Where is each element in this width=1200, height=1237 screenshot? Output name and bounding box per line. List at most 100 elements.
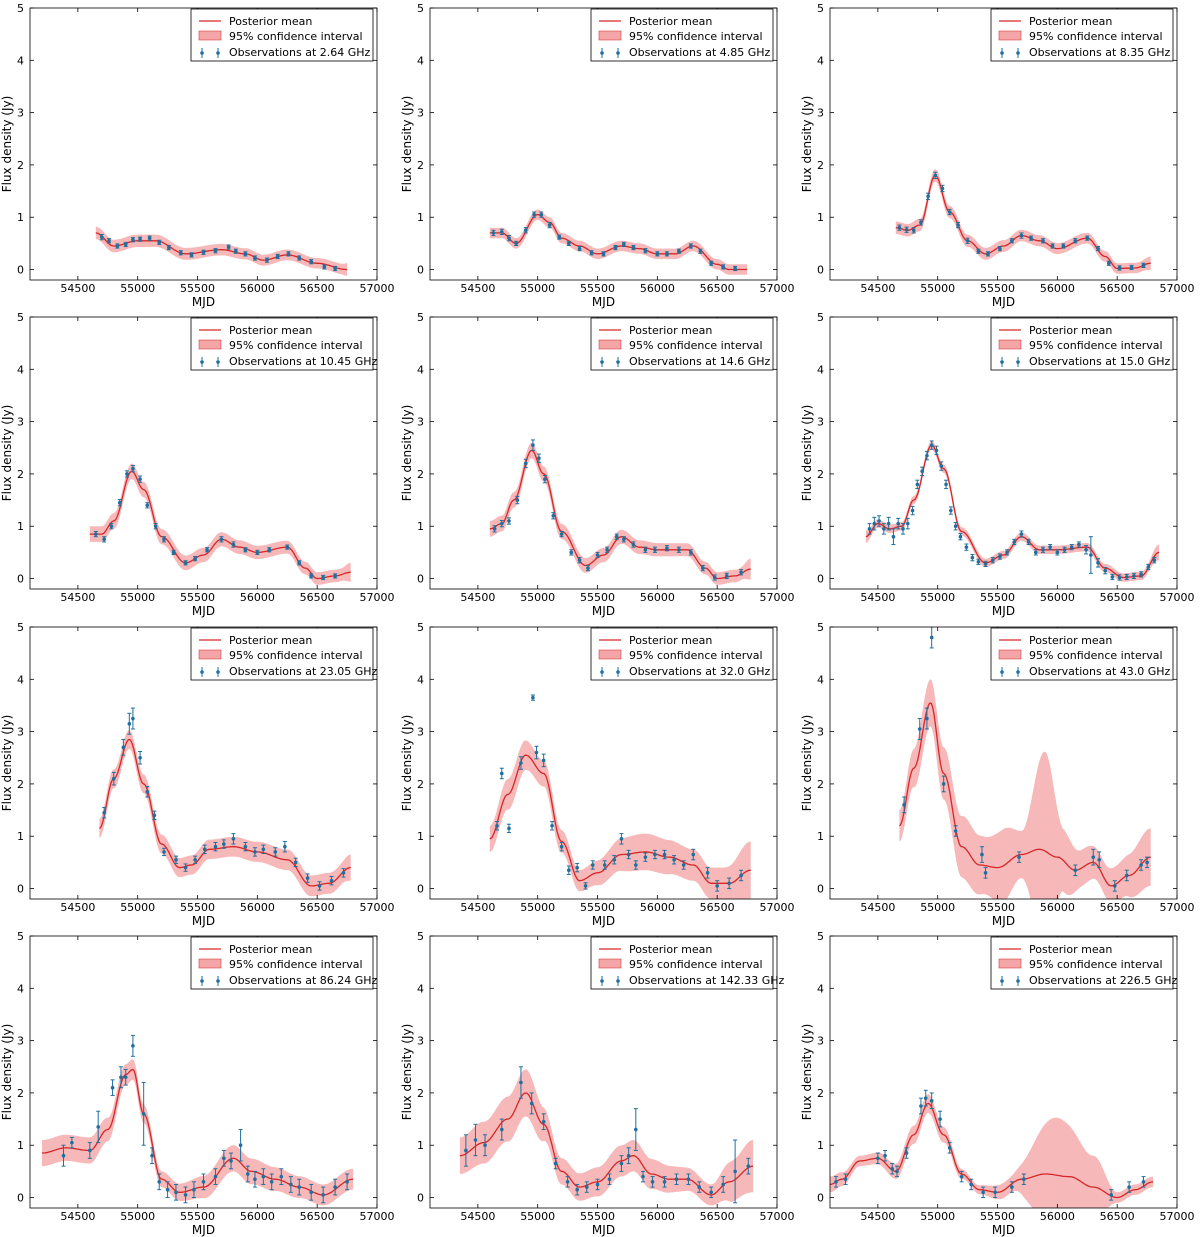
x-tick-label: 54500	[460, 282, 495, 295]
observation-marker	[902, 803, 906, 807]
observation-point	[173, 855, 178, 864]
observation-point	[243, 547, 248, 553]
observation-point	[553, 1157, 558, 1170]
x-tick-label: 56000	[240, 901, 275, 914]
observation-point	[183, 863, 188, 872]
observation-point	[584, 1181, 589, 1193]
observation-point	[201, 249, 206, 255]
chart-panel-6: 54500 55000 55500 56000 56500 57000 0 1 2 3 4 5 MJD F…	[800, 311, 1195, 618]
observation-point	[655, 251, 660, 257]
observation-point	[947, 1142, 952, 1154]
observation-marker	[213, 248, 218, 253]
observation-point	[933, 171, 938, 180]
observation-point	[213, 248, 218, 254]
observation-point	[990, 557, 995, 564]
observation-point	[953, 825, 958, 837]
observation-point	[643, 248, 648, 254]
legend-obs-marker	[600, 670, 604, 674]
observation-point	[621, 241, 626, 248]
legend: Posterior mean 95% confidence interval Obs…	[190, 936, 378, 990]
observation-marker	[721, 1182, 725, 1187]
legend-band-label: 95% confidence interval	[1029, 30, 1163, 43]
legend-mean-label: Posterior mean	[1029, 943, 1112, 956]
observation-point	[924, 707, 929, 730]
x-tick-label: 56500	[1100, 282, 1135, 295]
observation-point	[918, 1097, 923, 1115]
legend-band-swatch	[198, 339, 222, 350]
y-tick-label: 5	[17, 311, 24, 324]
observation-marker	[205, 547, 209, 552]
observation-point	[529, 1092, 534, 1115]
observation-marker	[283, 844, 287, 849]
observation-point	[897, 224, 902, 231]
legend-band-swatch	[598, 30, 622, 41]
observation-point	[686, 1173, 691, 1185]
observation-marker	[567, 241, 571, 246]
y-tick-label: 3	[17, 726, 24, 739]
legend-obs-marker	[200, 670, 204, 674]
observation-marker	[956, 223, 960, 227]
y-tick-label: 5	[817, 2, 824, 15]
observation-point	[585, 564, 590, 572]
observation-point	[969, 1178, 974, 1191]
observation-marker	[145, 503, 150, 508]
observation-marker	[213, 1174, 218, 1179]
x-tick-label: 56000	[240, 1210, 275, 1223]
posterior-mean-line	[489, 754, 751, 884]
y-tick-label: 0	[417, 573, 424, 586]
observation-point	[895, 1165, 900, 1178]
observation-point	[127, 712, 132, 735]
observation-point	[145, 786, 150, 798]
observation-marker	[138, 755, 142, 760]
observation-point	[965, 237, 970, 244]
observation-marker	[631, 542, 636, 547]
observation-point	[583, 882, 588, 890]
observation-marker	[125, 472, 129, 476]
observation-marker	[634, 1127, 638, 1132]
y-tick-label: 0	[817, 1192, 824, 1205]
observation-marker	[964, 545, 969, 549]
observation-point	[1124, 573, 1129, 581]
observation-marker	[614, 534, 619, 539]
observation-marker	[575, 1187, 579, 1192]
x-tick-label: 55000	[120, 1210, 155, 1223]
observation-point	[138, 236, 143, 242]
observation-marker	[111, 776, 116, 781]
y-tick-label: 3	[417, 1035, 424, 1048]
observation-point	[130, 1034, 135, 1057]
observation-marker	[219, 537, 224, 542]
observation-marker	[601, 252, 606, 256]
observation-marker	[653, 547, 657, 552]
observation-point	[1127, 1181, 1132, 1193]
observation-point	[926, 192, 931, 200]
x-tick-label: 55500	[580, 282, 615, 295]
observation-marker	[923, 1096, 928, 1100]
observation-marker	[167, 245, 171, 250]
legend-obs-label: Observations at 8.35 GHz	[1029, 46, 1171, 59]
observation-point	[867, 523, 872, 535]
observation-point	[99, 233, 104, 241]
observation-marker	[102, 537, 106, 542]
observation-point	[964, 543, 969, 551]
observation-point	[691, 848, 696, 861]
observation-marker	[345, 1180, 349, 1184]
observation-point	[530, 439, 535, 451]
observation-marker	[565, 1180, 570, 1184]
observation-marker	[286, 252, 291, 256]
y-tick-label: 5	[417, 311, 424, 324]
observation-point	[297, 255, 302, 261]
axes-frame	[29, 316, 378, 590]
observation-marker	[590, 863, 595, 867]
y-tick-label: 1	[417, 211, 424, 224]
observation-marker	[589, 251, 594, 255]
observation-point	[939, 461, 944, 471]
x-tick-label: 57000	[360, 282, 395, 295]
observation-marker	[941, 782, 946, 786]
observation-marker	[901, 527, 905, 531]
y-tick-label: 3	[817, 416, 824, 429]
x-tick-label: 56500	[700, 1210, 735, 1223]
observation-marker	[1061, 244, 1066, 248]
observation-marker	[499, 771, 504, 776]
observation-marker	[925, 716, 929, 721]
